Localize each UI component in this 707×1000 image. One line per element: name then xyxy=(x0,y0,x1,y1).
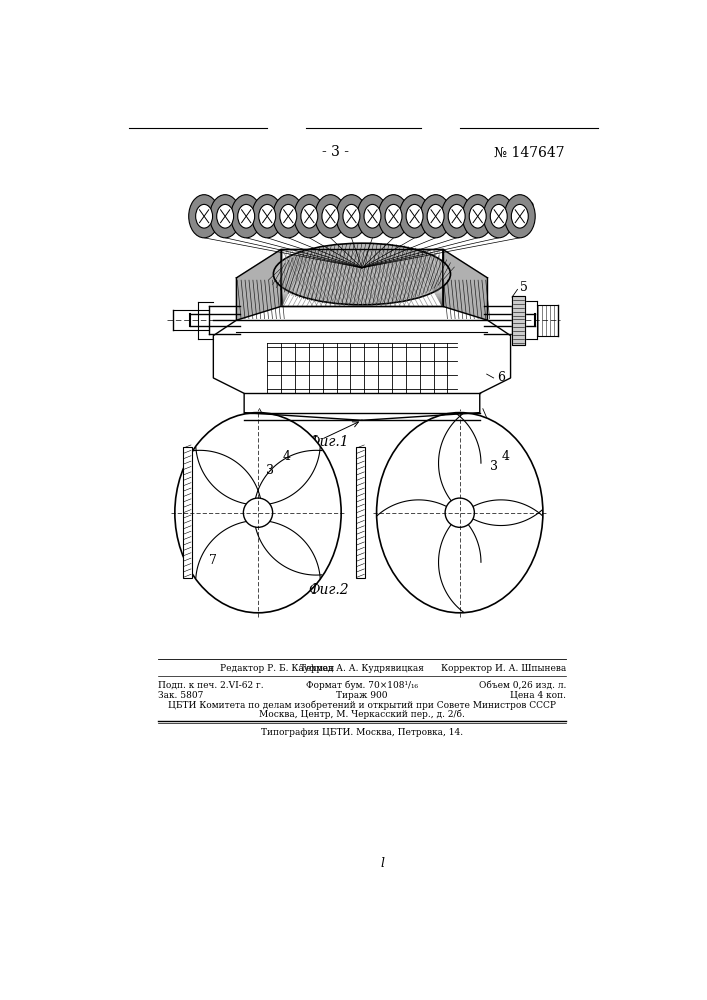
Text: 3: 3 xyxy=(266,464,274,477)
Bar xyxy=(281,249,443,306)
Ellipse shape xyxy=(189,195,219,238)
Ellipse shape xyxy=(280,204,297,228)
Ellipse shape xyxy=(274,243,450,305)
Ellipse shape xyxy=(445,498,474,527)
Ellipse shape xyxy=(511,204,528,228)
Ellipse shape xyxy=(378,195,409,238)
Text: 3: 3 xyxy=(490,460,498,473)
Ellipse shape xyxy=(243,498,273,527)
Ellipse shape xyxy=(273,195,304,238)
Ellipse shape xyxy=(484,195,514,238)
Ellipse shape xyxy=(343,204,360,228)
Ellipse shape xyxy=(357,195,388,238)
Ellipse shape xyxy=(252,195,283,238)
Ellipse shape xyxy=(469,204,486,228)
Ellipse shape xyxy=(441,195,472,238)
Ellipse shape xyxy=(216,204,233,228)
Ellipse shape xyxy=(259,204,276,228)
Bar xyxy=(356,447,365,578)
Text: - 3 -: - 3 - xyxy=(322,145,349,159)
Text: 2: 2 xyxy=(191,202,199,215)
Ellipse shape xyxy=(377,413,543,613)
Ellipse shape xyxy=(462,195,493,238)
Text: l: l xyxy=(381,857,385,870)
Ellipse shape xyxy=(238,204,255,228)
Ellipse shape xyxy=(175,413,341,613)
Text: 6: 6 xyxy=(497,371,505,384)
Text: Формат бум. 70×108¹/₁₆: Формат бум. 70×108¹/₁₆ xyxy=(306,680,418,690)
Text: Подп. к печ. 2.VI-62 г.: Подп. к печ. 2.VI-62 г. xyxy=(158,681,264,690)
Text: Объем 0,26 изд. л.: Объем 0,26 изд. л. xyxy=(479,681,566,690)
Text: Фиг.2: Фиг.2 xyxy=(308,583,349,597)
Ellipse shape xyxy=(294,195,325,238)
Ellipse shape xyxy=(210,195,240,238)
Ellipse shape xyxy=(448,204,465,228)
Text: Тираж 900: Тираж 900 xyxy=(337,691,387,700)
Text: Редактор Р. Б. Кауфман: Редактор Р. Б. Кауфман xyxy=(219,664,334,673)
Ellipse shape xyxy=(336,195,367,238)
Ellipse shape xyxy=(364,204,381,228)
Text: ЦБТИ Комитета по делам изобретений и открытий при Совете Министров СССР: ЦБТИ Комитета по делам изобретений и отк… xyxy=(168,700,556,710)
Text: Зак. 5807: Зак. 5807 xyxy=(158,691,204,700)
Text: Типография ЦБТИ. Москва, Петровка, 14.: Типография ЦБТИ. Москва, Петровка, 14. xyxy=(261,728,463,737)
Text: 5: 5 xyxy=(520,281,527,294)
Text: Фиг.1: Фиг.1 xyxy=(308,435,349,449)
Text: Техред А. А. Кудрявицкая: Техред А. А. Кудрявицкая xyxy=(300,664,424,673)
Ellipse shape xyxy=(322,204,339,228)
Polygon shape xyxy=(443,249,487,320)
Ellipse shape xyxy=(406,204,423,228)
Ellipse shape xyxy=(420,195,451,238)
Ellipse shape xyxy=(427,204,444,228)
Ellipse shape xyxy=(301,204,318,228)
Text: 2: 2 xyxy=(527,202,534,215)
Polygon shape xyxy=(236,249,281,320)
Text: № 147647: № 147647 xyxy=(493,145,564,159)
Text: Цена 4 коп.: Цена 4 коп. xyxy=(510,691,566,700)
Ellipse shape xyxy=(230,195,262,238)
Ellipse shape xyxy=(399,195,430,238)
Text: 4: 4 xyxy=(502,450,510,463)
Ellipse shape xyxy=(385,204,402,228)
Text: Корректор И. А. Шпынева: Корректор И. А. Шпынева xyxy=(440,664,566,673)
Polygon shape xyxy=(214,320,510,420)
Bar xyxy=(182,447,192,578)
Ellipse shape xyxy=(490,204,507,228)
Text: Москва, Центр, М. Черкасский пер., д. 2/б.: Москва, Центр, М. Черкасский пер., д. 2/… xyxy=(259,710,465,719)
Text: 7: 7 xyxy=(209,554,217,567)
Ellipse shape xyxy=(196,204,213,228)
Ellipse shape xyxy=(504,195,535,238)
Polygon shape xyxy=(512,296,525,345)
Ellipse shape xyxy=(315,195,346,238)
Text: 4: 4 xyxy=(283,450,291,463)
